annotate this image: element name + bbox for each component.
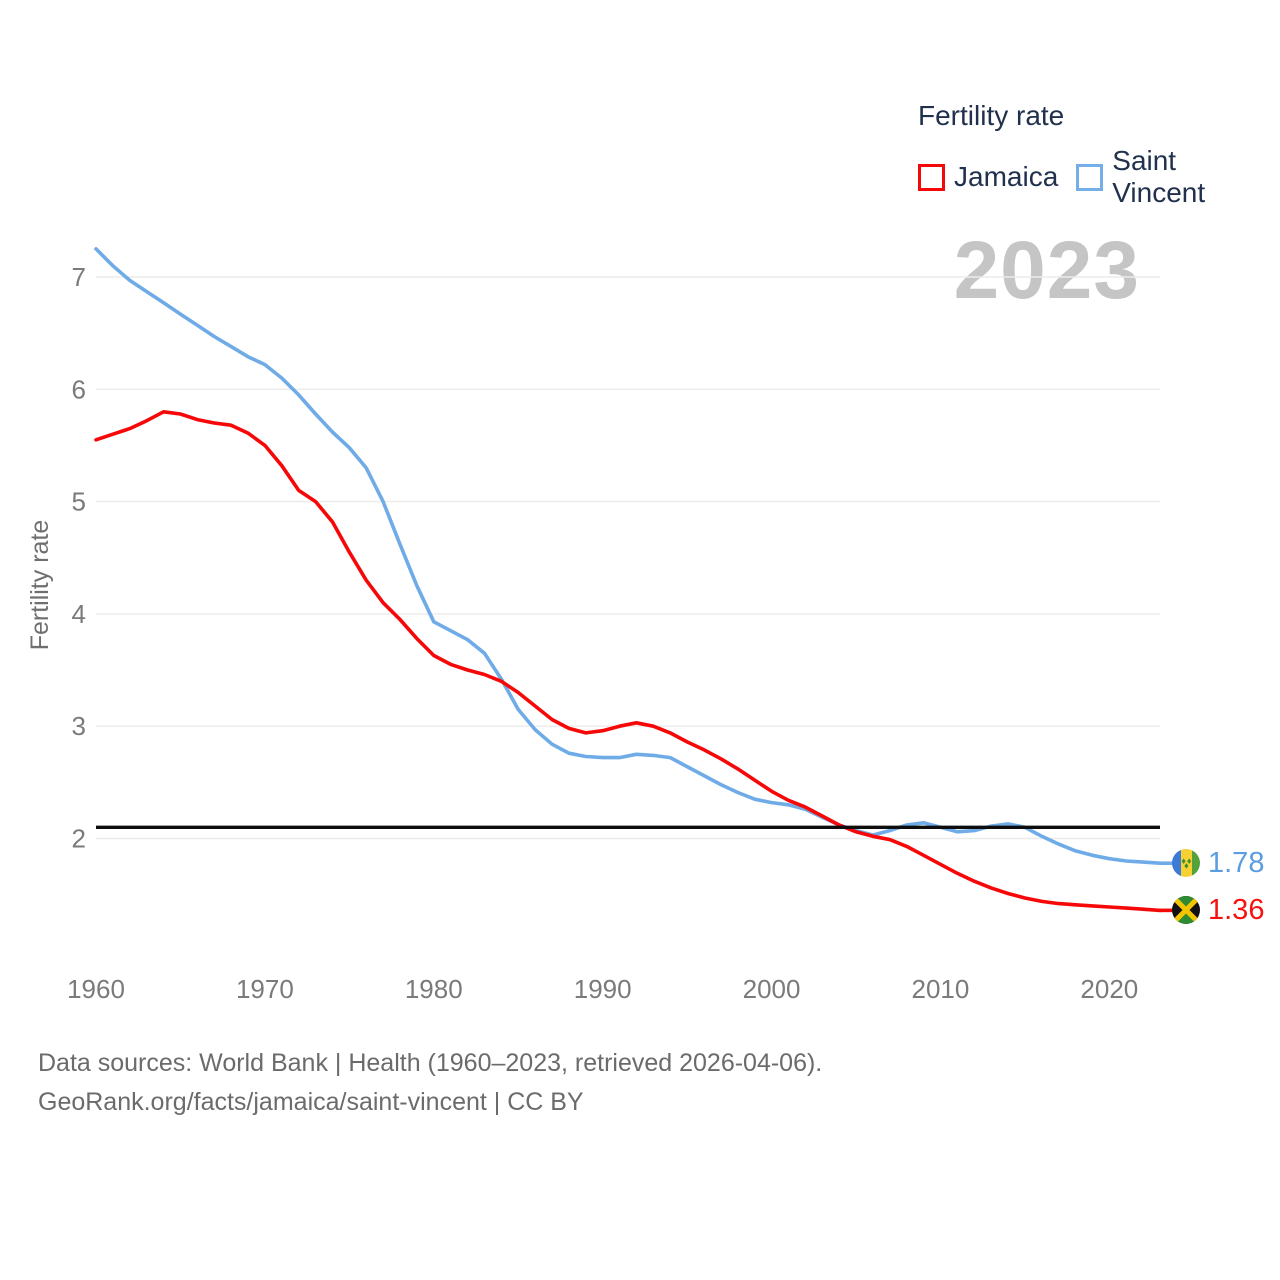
saint-vincent-swatch-icon — [1076, 163, 1104, 191]
footer-attribution-line: GeoRank.org/facts/jamaica/saint-vincent … — [38, 1088, 584, 1116]
legend-item-saint-vincent[interactable]: Saint Vincent — [1076, 145, 1258, 209]
jamaica-flag-icon — [1172, 896, 1200, 925]
legend-label-jamaica: Jamaica — [954, 161, 1059, 192]
x-tick-label: 1970 — [236, 974, 294, 1004]
x-tick-label: 1990 — [574, 974, 632, 1004]
x-tick-label: 2010 — [912, 974, 970, 1004]
x-tick-label: 1980 — [405, 974, 463, 1004]
y-tick-label: 2 — [72, 824, 86, 854]
series-line-saint-vincent — [94, 247, 1162, 866]
footer-sources-line: Data sources: World Bank | Health (1960–… — [38, 1049, 823, 1077]
y-axis-title: Fertility rate — [26, 520, 54, 651]
footer: Data sources: World Bank | Health (1960–… — [38, 1044, 822, 1122]
series-line-jamaica — [94, 409, 1162, 913]
x-tick-labels-group: 1960 1970 1980 1990 2000 2010 2020 — [67, 974, 1138, 1004]
jamaica-end-value: 1.36 — [1208, 894, 1265, 927]
y-tick-label: 4 — [72, 599, 86, 629]
y-tick-label: 5 — [72, 487, 86, 517]
series-group — [94, 247, 1176, 913]
year-watermark: 2023 — [953, 225, 1140, 316]
x-tick-label: 1960 — [67, 974, 125, 1004]
y-tick-label: 7 — [72, 262, 86, 292]
y-tick-label: 3 — [72, 711, 86, 741]
x-tick-label: 2000 — [743, 974, 801, 1004]
chart-svg: 2 3 4 5 6 7 1960 1970 1980 1990 2000 2010 2020 Fert… — [26, 247, 1176, 1004]
legend: Fertility rate Jamaica Saint Vincent — [918, 100, 1258, 209]
legend-title: Fertility rate — [918, 100, 1065, 131]
x-tick-label: 2020 — [1080, 974, 1138, 1004]
y-tick-label: 6 — [72, 374, 86, 404]
saint-vincent-end-value: 1.78 — [1208, 847, 1265, 880]
legend-item-jamaica[interactable]: Jamaica — [918, 161, 1058, 193]
y-tick-labels-group: 2 3 4 5 6 7 — [72, 262, 86, 854]
saint-vincent-flag-icon — [1172, 849, 1200, 878]
legend-label-saint-vincent: Saint Vincent — [1112, 145, 1206, 208]
legend-row: Jamaica Saint Vincent — [918, 145, 1258, 209]
jamaica-swatch-icon — [918, 163, 945, 191]
